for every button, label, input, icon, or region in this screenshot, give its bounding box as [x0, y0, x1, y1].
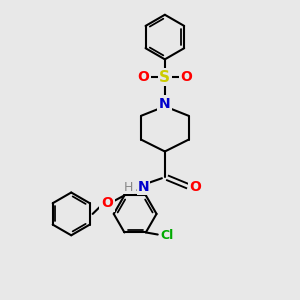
Text: Cl: Cl	[161, 229, 174, 242]
Text: O: O	[101, 196, 113, 210]
Text: N: N	[137, 180, 149, 194]
Text: O: O	[137, 70, 149, 84]
Text: O: O	[180, 70, 192, 84]
Text: N: N	[159, 97, 171, 111]
Text: H: H	[123, 181, 133, 194]
Text: S: S	[159, 70, 170, 85]
Text: O: O	[190, 180, 201, 194]
